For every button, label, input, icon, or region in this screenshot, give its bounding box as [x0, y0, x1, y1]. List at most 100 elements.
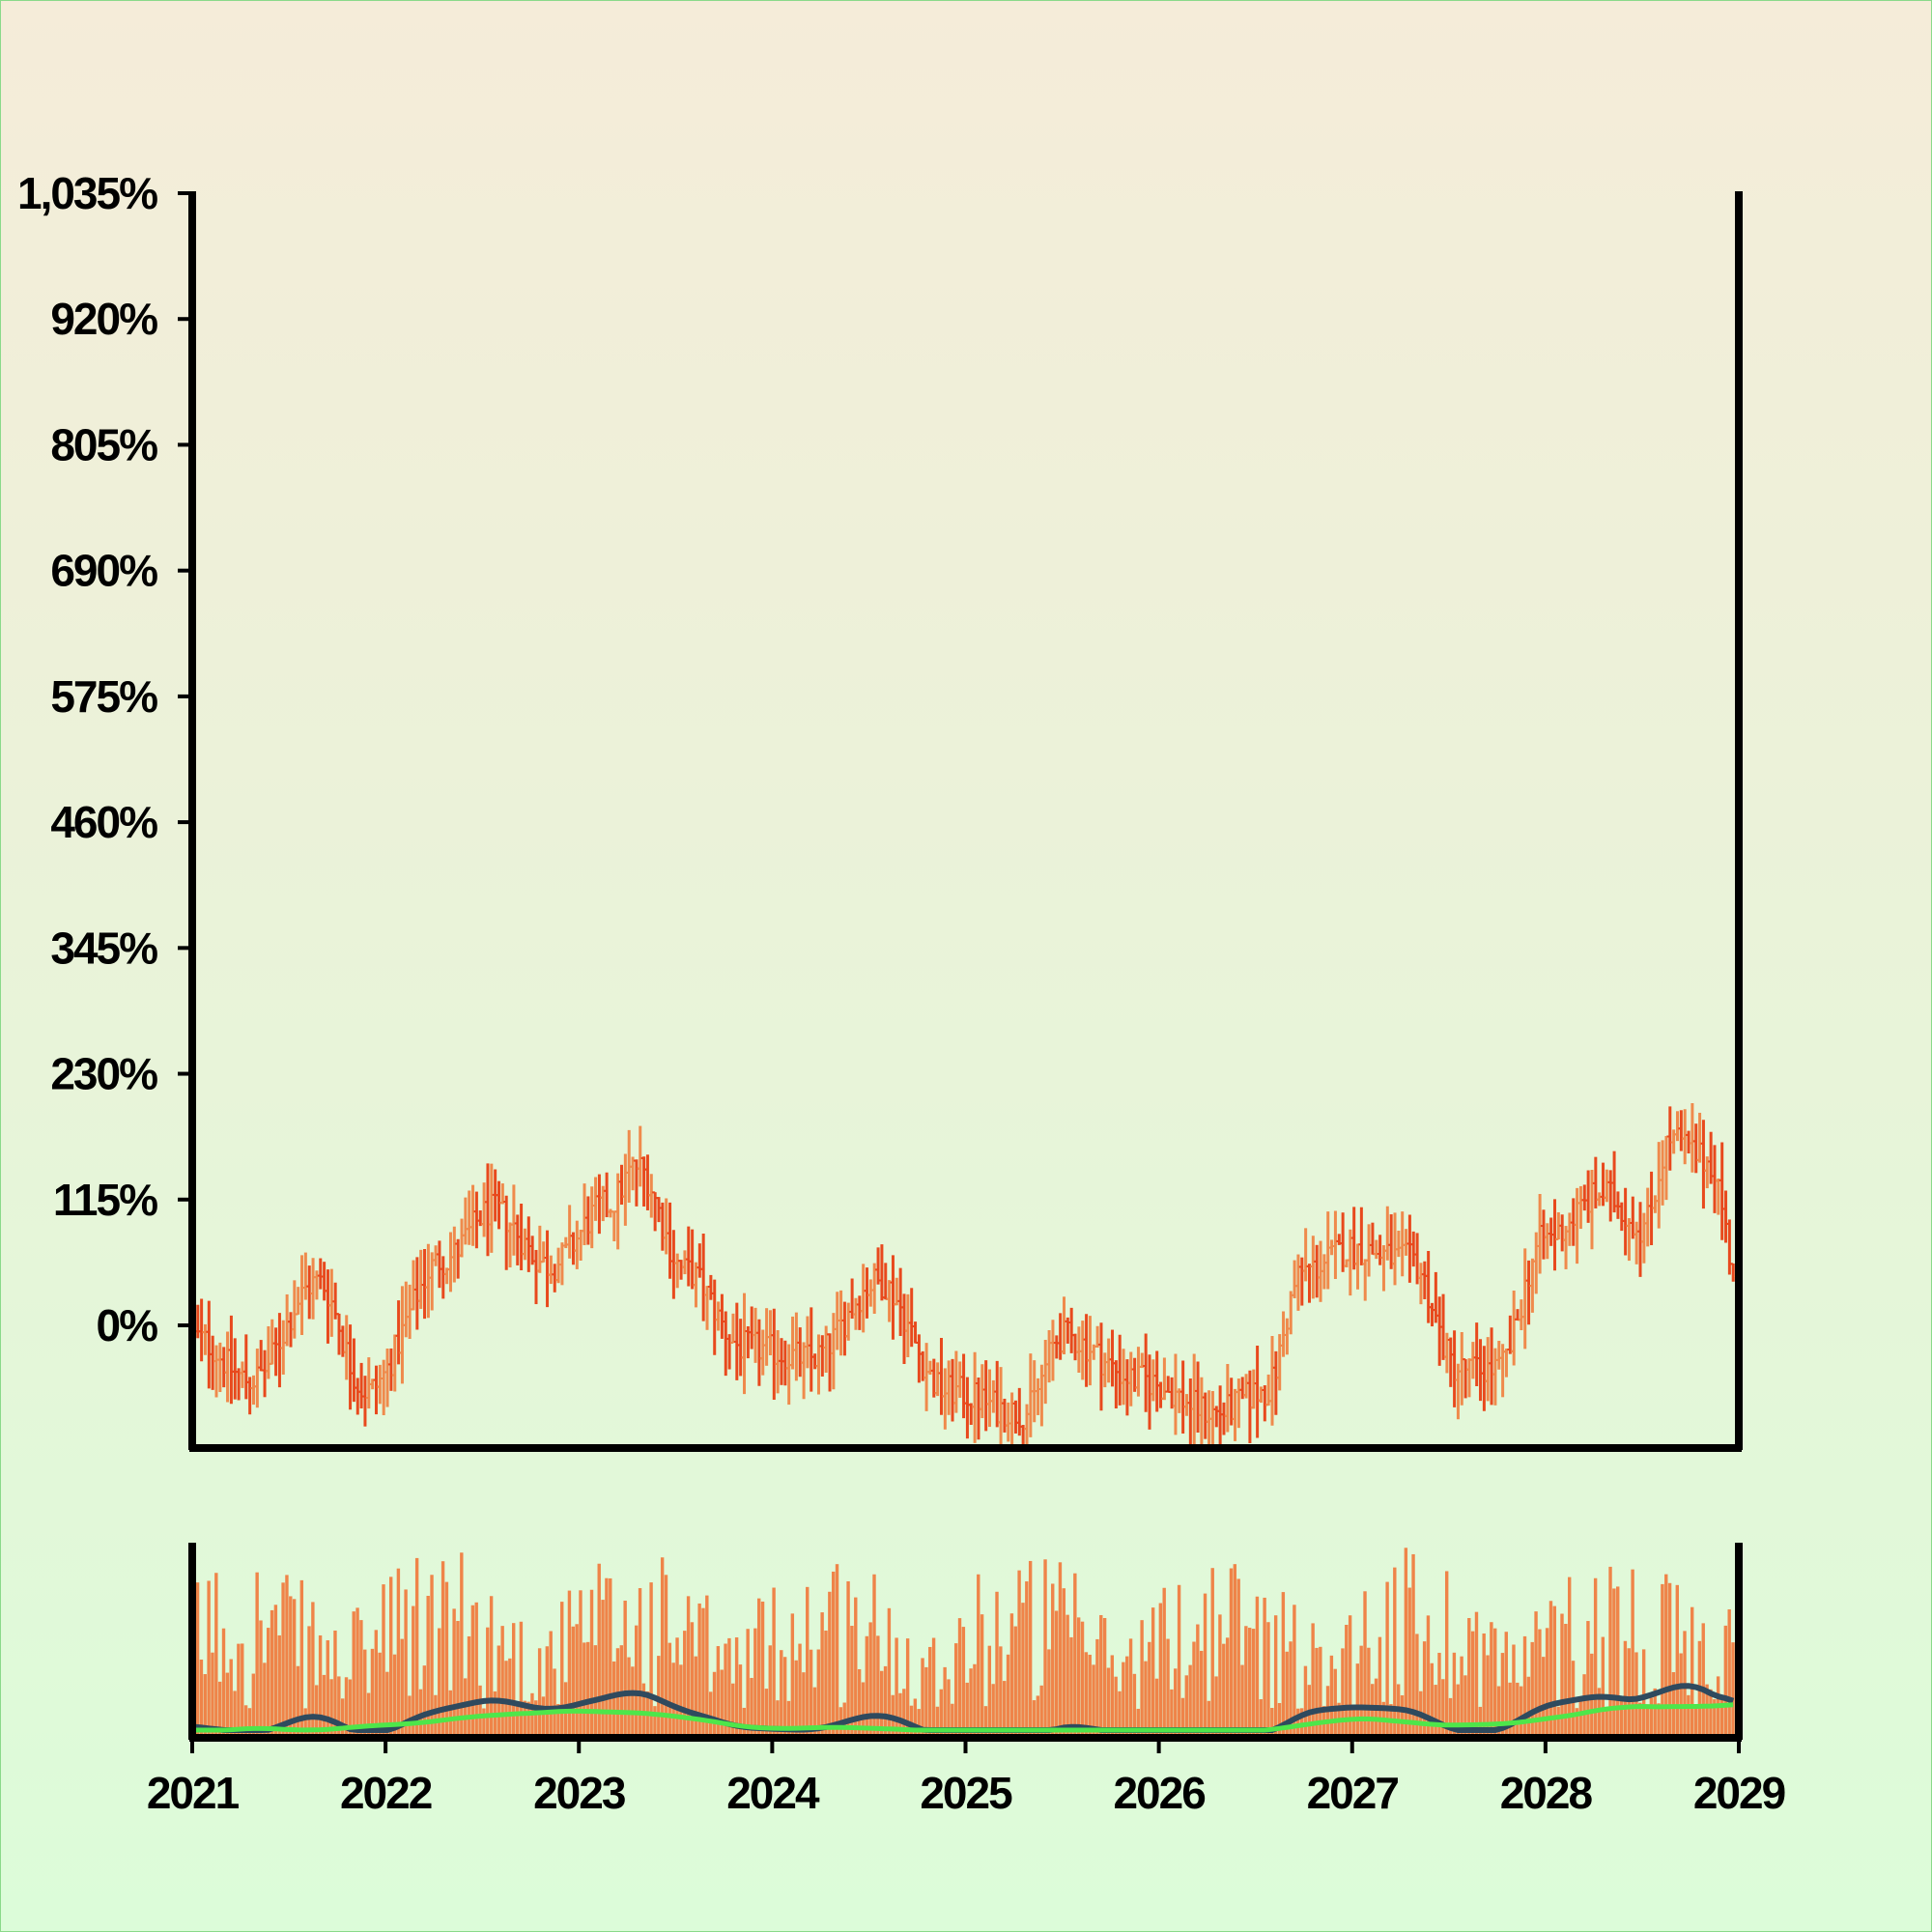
- volume-bar: [720, 1669, 724, 1738]
- volume-bar: [1638, 1702, 1642, 1738]
- volume-bar: [199, 1659, 204, 1738]
- volume-bar: [1530, 1641, 1534, 1738]
- volume-bar: [686, 1596, 691, 1738]
- volume-bar: [943, 1666, 947, 1738]
- volume-bar: [340, 1698, 345, 1738]
- volume-bar: [798, 1643, 802, 1738]
- volume-bar: [1679, 1653, 1683, 1738]
- volume-bar: [660, 1557, 665, 1738]
- volume-bar: [567, 1590, 572, 1738]
- volume-bar: [352, 1611, 355, 1738]
- volume-bar: [470, 1605, 475, 1738]
- volume-bar: [876, 1635, 880, 1738]
- volume-bar: [701, 1607, 705, 1738]
- volume-bar: [753, 1628, 757, 1738]
- volume-bar: [1727, 1609, 1731, 1738]
- volume-bar: [1545, 1628, 1549, 1738]
- volume-bar: [366, 1692, 371, 1738]
- volume-bar: [438, 1628, 441, 1738]
- volume-bar: [969, 1668, 973, 1738]
- volume-bar: [638, 1588, 642, 1738]
- volume-bar: [690, 1622, 695, 1738]
- volume-bar: [266, 1628, 270, 1738]
- volume-bar: [1504, 1632, 1508, 1738]
- volume-bar: [211, 1652, 214, 1738]
- volume-bar: [526, 1701, 530, 1738]
- volume-bar: [609, 1577, 612, 1738]
- volume-bar: [895, 1637, 898, 1738]
- volume-bar: [575, 1624, 579, 1738]
- volume-bar: [1289, 1641, 1293, 1738]
- volume-bar: [641, 1683, 646, 1738]
- volume-bar: [1731, 1642, 1735, 1738]
- volume-bar: [247, 1708, 252, 1738]
- volume-bars: [192, 1548, 1739, 1738]
- volume-bar: [857, 1668, 862, 1738]
- volume-bar: [500, 1626, 504, 1738]
- volume-bar: [237, 1643, 241, 1738]
- volume-bar: [1273, 1615, 1278, 1738]
- volume-bar: [478, 1685, 482, 1738]
- volume-bar: [1333, 1668, 1337, 1738]
- volume-bar: [1140, 1620, 1144, 1738]
- volume-bar: [1203, 1593, 1208, 1738]
- volume-bar: [214, 1573, 218, 1738]
- volume-bar: [207, 1580, 211, 1738]
- volume-bar: [1719, 1695, 1724, 1738]
- volume-bar: [1407, 1587, 1411, 1738]
- volume-bar: [965, 1682, 969, 1738]
- volume-bar: [708, 1691, 713, 1738]
- volume-bar: [1564, 1624, 1568, 1738]
- volume-bar: [348, 1679, 353, 1738]
- volume-bar: [947, 1679, 951, 1738]
- volume-bar: [255, 1572, 259, 1738]
- volume-bar: [1723, 1625, 1728, 1738]
- volume-bar: [1641, 1649, 1646, 1738]
- volume-bar: [1240, 1664, 1244, 1738]
- volume-bar: [653, 1706, 657, 1738]
- volume-bar: [1285, 1651, 1289, 1738]
- volume-bar: [370, 1648, 375, 1738]
- volume-bar: [1177, 1584, 1181, 1738]
- volume-bar: [611, 1661, 616, 1738]
- volume-bar: [1196, 1624, 1200, 1738]
- volume-bar: [1266, 1622, 1270, 1738]
- volume-bar: [1192, 1641, 1196, 1738]
- volume-bar: [1470, 1631, 1475, 1738]
- volume-bar: [831, 1571, 836, 1738]
- volume-bar: [1303, 1665, 1308, 1738]
- volume-bar: [1128, 1638, 1133, 1738]
- volume-bar: [1441, 1679, 1445, 1738]
- volume-bar: [579, 1590, 582, 1738]
- volume-bar: [782, 1657, 787, 1738]
- volume-bar: [1341, 1648, 1345, 1738]
- volume-bar: [1500, 1653, 1505, 1738]
- volume-bar: [734, 1637, 739, 1738]
- volume-bar: [1073, 1573, 1077, 1738]
- volume-bar: [1114, 1676, 1118, 1738]
- volume-bar: [1448, 1697, 1453, 1738]
- volume-bar: [1516, 1682, 1520, 1738]
- volume-bar: [1605, 1708, 1608, 1738]
- volume-bar: [303, 1708, 307, 1738]
- volume-bar: [1281, 1592, 1286, 1738]
- volume-bar: [1512, 1644, 1516, 1738]
- volume-bar: [1166, 1638, 1170, 1738]
- volume-bar: [1095, 1638, 1099, 1738]
- volume-bar: [1355, 1663, 1360, 1738]
- volume-bar: [1017, 1570, 1021, 1738]
- volume-bar: [671, 1662, 675, 1738]
- volume-bar: [270, 1609, 274, 1738]
- volume-bar: [1136, 1708, 1140, 1738]
- volume-bar: [1404, 1548, 1408, 1738]
- volume-bar: [980, 1614, 984, 1738]
- volume-bar: [374, 1630, 379, 1738]
- volume-bar: [1593, 1577, 1598, 1738]
- volume-bar: [408, 1695, 412, 1738]
- volume-bar: [430, 1575, 434, 1738]
- volume-bar: [786, 1700, 791, 1738]
- volume-bar: [772, 1587, 776, 1738]
- volume-bar: [1099, 1614, 1103, 1738]
- volume-bar: [412, 1605, 415, 1738]
- volume-bar: [816, 1649, 820, 1738]
